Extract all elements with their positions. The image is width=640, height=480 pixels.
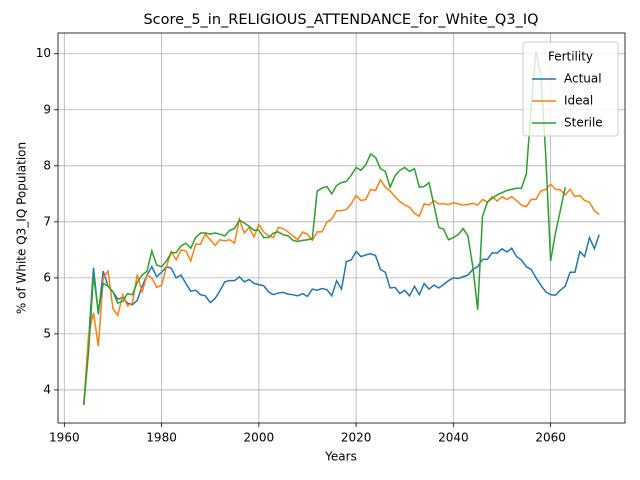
line-series <box>83 234 600 406</box>
y-tick-label: 7 <box>43 214 51 228</box>
y-tick-label: 4 <box>43 382 51 396</box>
y-tick-label: 6 <box>43 270 51 284</box>
x-tick-label: 2060 <box>535 431 566 445</box>
x-axis-label: Years <box>324 450 357 464</box>
y-tick-label: 8 <box>43 158 51 172</box>
legend-label: Actual <box>564 72 602 86</box>
x-tick-label: 2020 <box>341 431 372 445</box>
x-tick-label: 2000 <box>244 431 275 445</box>
chart-title: Score_5_in_RELIGIOUS_ATTENDANCE_for_Whit… <box>143 12 538 28</box>
y-axis-label: % of White Q3_IQ Population <box>15 142 29 314</box>
legend: Fertility Actual Ideal Sterile <box>522 41 619 137</box>
legend-label: Ideal <box>564 94 593 108</box>
x-tick-label: 1960 <box>49 431 80 445</box>
y-tick-label: 9 <box>43 102 51 116</box>
line-series <box>83 50 566 406</box>
x-tick-label: 2040 <box>438 431 469 445</box>
legend-label: Sterile <box>564 116 603 130</box>
line-series <box>83 178 600 406</box>
legend-box <box>522 41 619 137</box>
legend-title: Fertility <box>548 50 593 64</box>
y-tick-label: 10 <box>36 46 51 60</box>
y-tick-label: 5 <box>43 326 51 340</box>
x-tick-label: 1980 <box>146 431 177 445</box>
plot-frame <box>57 32 626 424</box>
